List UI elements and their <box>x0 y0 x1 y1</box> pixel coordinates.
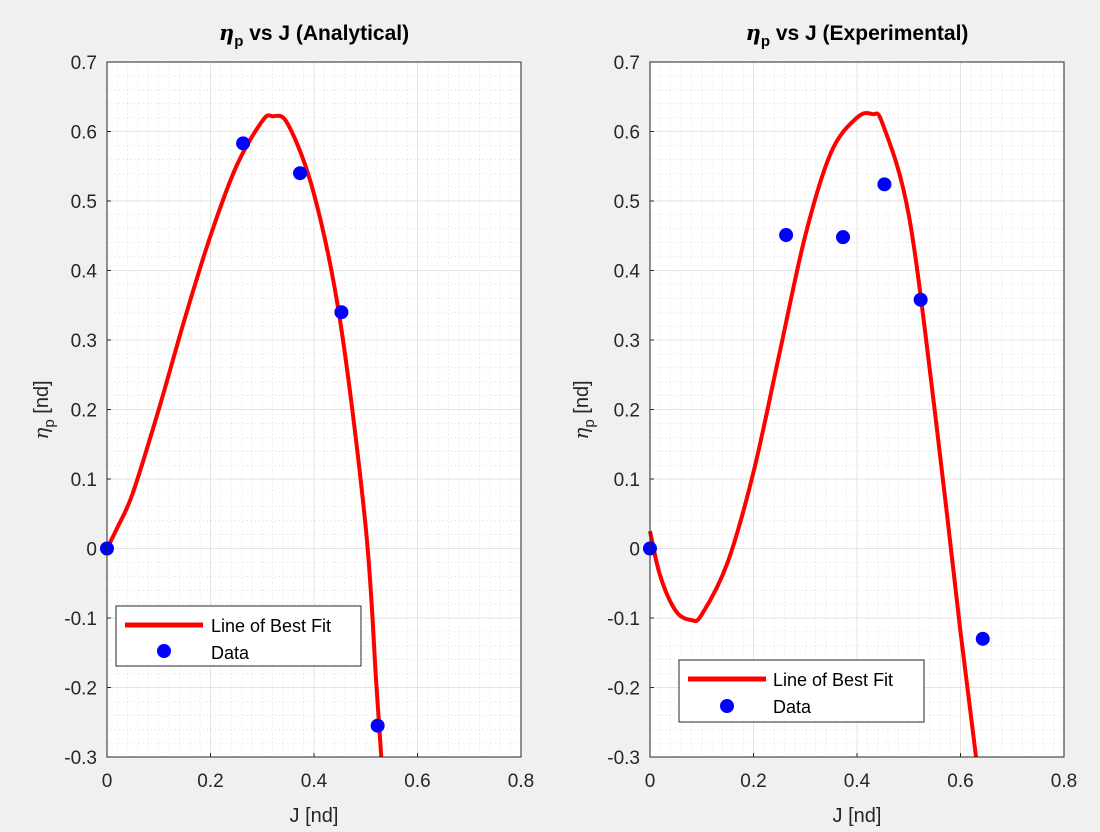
x-tick-label: 0.2 <box>740 771 766 792</box>
data-point <box>913 292 928 307</box>
minor-grid <box>107 62 521 757</box>
x-tick-label: 0.8 <box>1051 771 1077 792</box>
y-tick-label: 0.5 <box>614 192 640 213</box>
title-subscript: p <box>761 33 770 50</box>
y-tick-label: 0.1 <box>71 470 97 491</box>
x-tick-labels: 0 0.2 0.4 0.6 0.8 <box>102 771 535 792</box>
legend-label-fit: Line of Best Fit <box>773 670 893 690</box>
plot-area <box>100 113 385 758</box>
data-point <box>836 230 851 245</box>
y-tick-label: 0.6 <box>71 123 97 144</box>
legend-box <box>678 659 925 723</box>
x-tick-label: 0.6 <box>947 771 973 792</box>
series-line-best-fit <box>105 113 384 758</box>
y-tick-label: 0.6 <box>614 123 640 144</box>
y-tick-label: -0.1 <box>607 609 640 630</box>
x-axis-label: J [nd] <box>290 805 339 827</box>
ylabel-rest: [nd] <box>571 380 593 419</box>
title-symbol: η <box>746 20 761 45</box>
ylabel-symbol: η <box>569 428 593 440</box>
y-tick-label: 0.1 <box>614 470 640 491</box>
y-axis-label: ηp [nd] <box>29 380 58 439</box>
title-subscript: p <box>234 33 243 50</box>
legend-box <box>115 605 362 667</box>
x-tick-label: 0.4 <box>844 771 871 792</box>
x-tick-label: 0.2 <box>197 771 223 792</box>
x-tick-label: 0.6 <box>404 771 430 792</box>
x-tick-label: 0 <box>645 771 656 792</box>
y-tick-labels: -0.3 -0.2 -0.1 0 0.1 0.2 0.3 0.4 0.5 0.6 0.7 <box>64 53 97 769</box>
legend-marker-swatch <box>157 644 171 658</box>
legend: Line of Best Fit Data <box>115 605 362 667</box>
y-tick-label: -0.3 <box>64 748 97 769</box>
data-point <box>236 136 251 151</box>
x-tick-labels: 0 0.2 0.4 0.6 0.8 <box>645 771 1078 792</box>
x-tick-label: 0.4 <box>301 771 328 792</box>
y-tick-label: 0.4 <box>614 262 641 283</box>
title-rest: vs J (Experimental) <box>770 22 968 45</box>
y-tick-label: 0.5 <box>71 192 97 213</box>
ylabel-subscript: p <box>41 419 58 427</box>
x-tick-label: 0 <box>102 771 113 792</box>
y-tick-label: 0.7 <box>614 53 640 74</box>
data-point <box>877 177 892 192</box>
y-tick-label: 0.2 <box>71 401 97 422</box>
y-tick-label: 0.7 <box>71 53 97 74</box>
data-point <box>370 718 385 733</box>
legend: Line of Best Fit Data <box>678 659 925 723</box>
y-tick-label: 0.2 <box>614 401 640 422</box>
data-point <box>334 305 349 320</box>
y-tick-label: 0.3 <box>71 331 97 352</box>
series-line-best-fit <box>648 111 979 758</box>
y-tick-label: 0.4 <box>71 262 98 283</box>
axes-box <box>106 61 522 758</box>
y-tick-label: 0 <box>86 540 97 561</box>
subplot-analytical: 0 0.2 0.4 0.6 0.8 -0.3-0.2-0.100.10.20.30.40… <box>29 20 534 827</box>
ylabel-symbol: η <box>29 428 53 440</box>
subplot-experimental: 0 0.2 0.4 0.6 0.8 -0.3-0.2-0.100.10.20.30.40… <box>569 20 1077 827</box>
y-tick-label: -0.2 <box>64 679 97 700</box>
legend-label-fit: Line of Best Fit <box>211 616 331 636</box>
plot-area <box>643 111 990 758</box>
title-symbol: η <box>219 20 234 45</box>
y-tick-label: -0.2 <box>607 679 640 700</box>
y-tick-label: 0 <box>629 540 640 561</box>
legend-marker-swatch <box>720 699 734 713</box>
axes-box <box>649 61 1065 758</box>
legend-label-data: Data <box>211 643 250 663</box>
ylabel-subscript: p <box>581 419 598 427</box>
legend-label-data: Data <box>773 697 812 717</box>
title-rest: vs J (Analytical) <box>243 22 409 45</box>
chart-title: ηp vs J (Experimental) <box>746 20 969 50</box>
data-point <box>779 228 794 243</box>
data-point <box>975 631 990 646</box>
y-tick-label: -0.1 <box>64 609 97 630</box>
y-tick-label: -0.3 <box>607 748 640 769</box>
data-point <box>293 166 308 181</box>
chart-title: ηp vs J (Analytical) <box>219 20 409 50</box>
ylabel-rest: [nd] <box>31 380 53 419</box>
x-tick-label: 0.8 <box>508 771 534 792</box>
y-tick-labels: -0.3 -0.2 -0.1 0 0.1 0.2 0.3 0.4 0.5 0.6 0.7 <box>607 53 640 769</box>
y-axis-label: ηp [nd] <box>569 380 598 439</box>
x-axis-label: J [nd] <box>833 805 882 827</box>
y-tick-label: 0.3 <box>614 331 640 352</box>
